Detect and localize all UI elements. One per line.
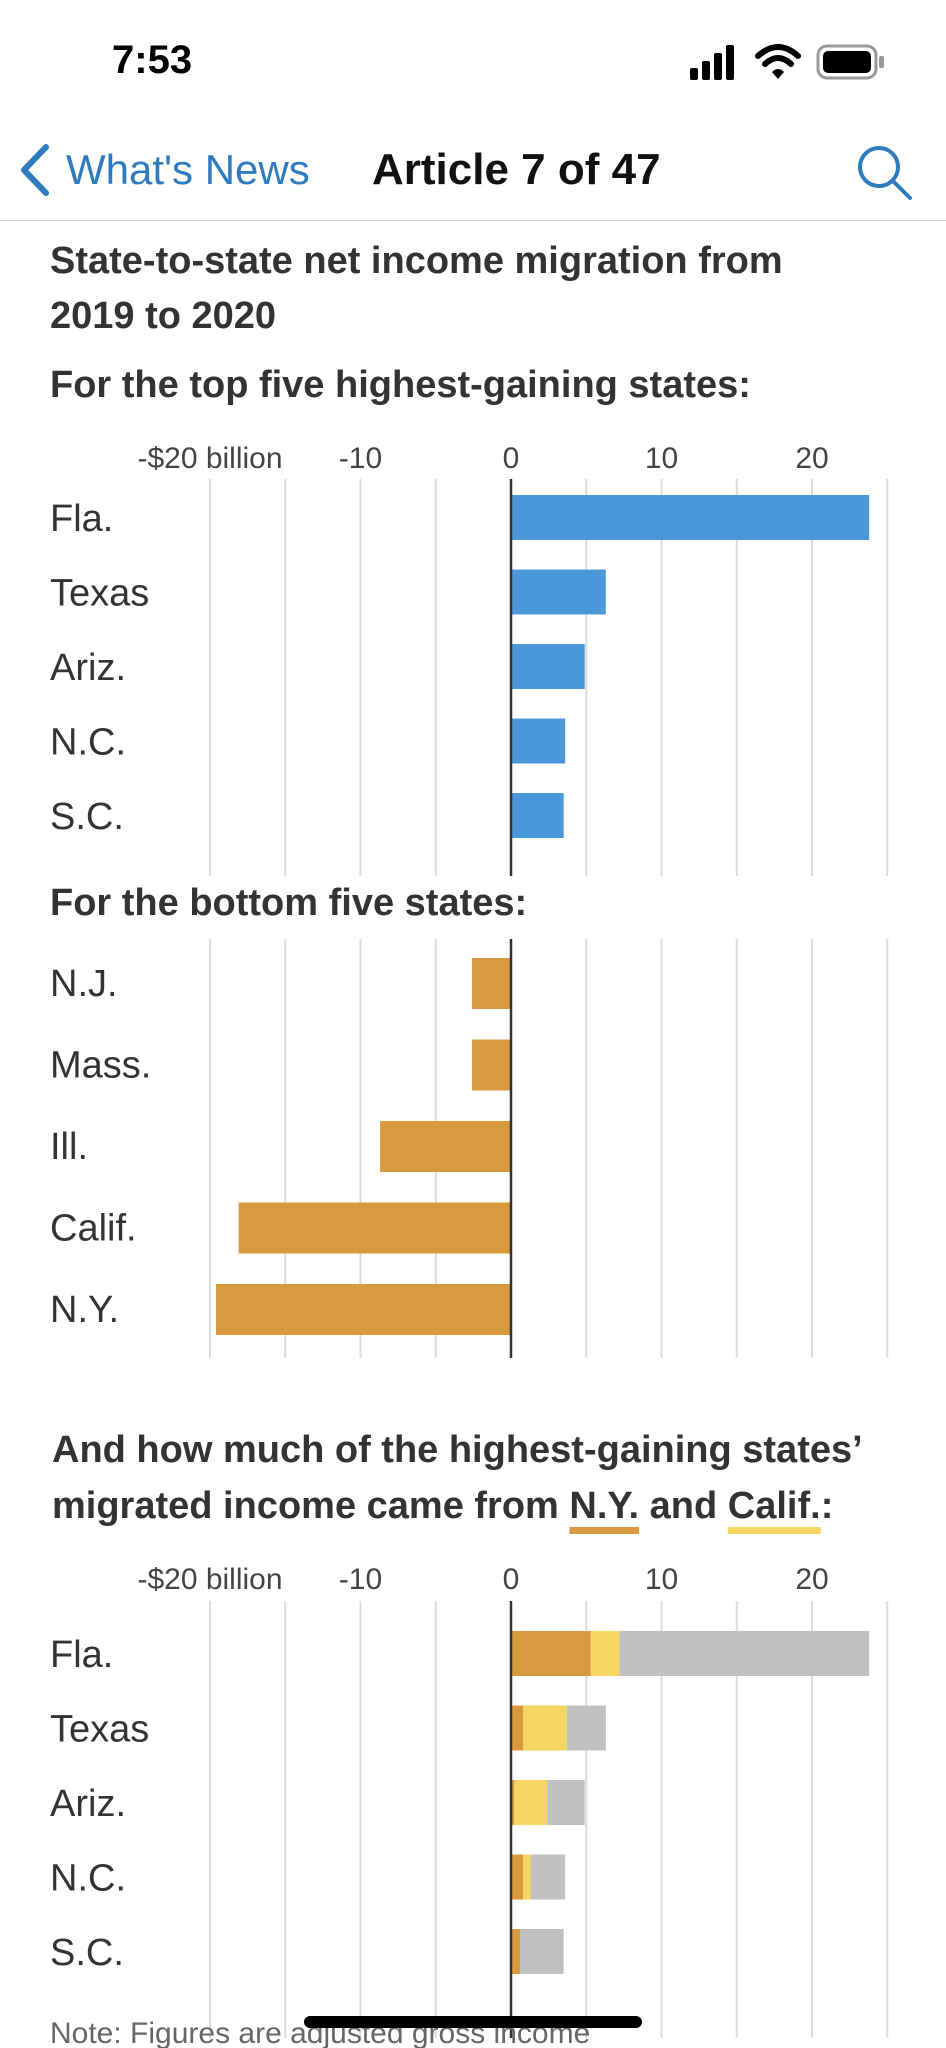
x-tick-label: 20 [795, 442, 828, 475]
chart-2-subtitle: For the bottom five states: [50, 882, 527, 924]
text-plain: : [821, 1485, 834, 1527]
search-icon[interactable] [852, 140, 916, 204]
text-plain: and [639, 1485, 728, 1527]
stacked-bar-segment [511, 1705, 524, 1751]
chart-title-line-2: 2019 to 2020 [50, 295, 276, 337]
x-tick-label: -$20 billion [137, 1563, 282, 1596]
category-label: Ariz. [50, 647, 126, 689]
status-time: 7:53 [112, 38, 193, 82]
bar [238, 1202, 511, 1254]
x-tick-label: 10 [645, 1563, 678, 1596]
legend-word-ny: N.Y. [569, 1485, 639, 1527]
back-button[interactable]: What's News [18, 140, 310, 200]
category-label: Calif. [50, 1208, 137, 1250]
gridlines [209, 479, 889, 876]
category-label: N.C. [50, 1858, 126, 1900]
chart-stacked-sources: -$20 billion -10 0 10 20 Fla. Texas Ariz. N.C. S.… [50, 1563, 889, 2038]
bar [216, 1284, 511, 1335]
stacked-bar-segment [566, 1705, 606, 1751]
stacked-bar-segment [530, 1854, 566, 1900]
stacked-bar-segment [511, 1631, 591, 1676]
chart-title: State-to-state net income migration from [50, 240, 783, 282]
legend-swatch-ny [569, 1527, 640, 1534]
category-label: S.C. [50, 796, 124, 838]
chevron-left-icon [21, 144, 49, 196]
x-tick-label: 0 [503, 1563, 520, 1596]
battery-icon [816, 44, 884, 80]
legend-word-calif: Calif. [728, 1485, 821, 1527]
nav-bar: What's News Article 7 of 47 [0, 120, 946, 221]
stacked-bar-segment [523, 1854, 531, 1900]
home-indicator [304, 2016, 642, 2028]
bar [511, 644, 585, 689]
chart-1-subtitle: For the top five highest-gaining states: [50, 364, 751, 406]
bar [471, 958, 511, 1009]
category-label: Texas [50, 1709, 149, 1751]
category-label: S.C. [50, 1932, 124, 1974]
chart-3-title-line-1: And how much of the highest-gaining stat… [52, 1429, 863, 1471]
category-label: N.C. [50, 722, 126, 764]
stacked-bar-segment [514, 1780, 548, 1825]
x-tick-label: -$20 billion [137, 442, 282, 475]
text-plain: migrated income came from [52, 1485, 569, 1527]
category-label: Texas [50, 573, 149, 615]
stacked-bar-segment [511, 1929, 521, 1974]
x-tick-label: 20 [795, 1563, 828, 1596]
category-label: Ariz. [50, 1783, 126, 1825]
category-label: Ill. [50, 1126, 88, 1168]
chart-bottom-five: N.J. Mass. Ill. Calif. N.Y. [50, 939, 889, 1358]
chart-top-five: -$20 billion -10 0 10 20 Fla. Texas Ariz. N.C. S.… [50, 442, 889, 876]
status-bar: 7:53 [0, 0, 946, 120]
stacked-bar-segment [547, 1780, 585, 1825]
chart-3-title-line-2: migrated income came from N.Y. and Calif… [52, 1485, 833, 1527]
x-tick-label: -10 [339, 1563, 382, 1596]
stacked-bar-segment [511, 1780, 515, 1825]
stacked-bar-segment [520, 1929, 564, 1974]
stacked-bar-segment [619, 1631, 870, 1676]
article-content: State-to-state net income migration from… [0, 221, 946, 2048]
category-label: Fla. [50, 1634, 113, 1676]
bar [471, 1039, 511, 1091]
bar [511, 718, 566, 764]
bar [511, 495, 870, 540]
charts-figure: State-to-state net income migration from… [50, 240, 889, 2048]
category-label: Mass. [50, 1045, 151, 1087]
category-label: N.Y. [50, 1289, 119, 1331]
legend-swatch-calif [727, 1527, 821, 1534]
stacked-bar-segment [523, 1705, 567, 1751]
wifi-icon [755, 44, 801, 79]
status-icons [690, 44, 884, 80]
bar [511, 793, 564, 838]
bar [380, 1121, 511, 1172]
stacked-bar-segment [511, 1854, 524, 1900]
x-tick-label: 10 [645, 442, 678, 475]
stacked-bar-segment [590, 1631, 620, 1676]
x-tick-label: -10 [339, 442, 382, 475]
category-label: Fla. [50, 498, 113, 540]
signal-icon [690, 45, 734, 80]
x-tick-label: 0 [503, 442, 520, 475]
bar [511, 569, 606, 615]
back-button-label: What's News [66, 146, 310, 193]
category-label: N.J. [50, 963, 118, 1005]
nav-title: Article 7 of 47 [372, 145, 661, 194]
